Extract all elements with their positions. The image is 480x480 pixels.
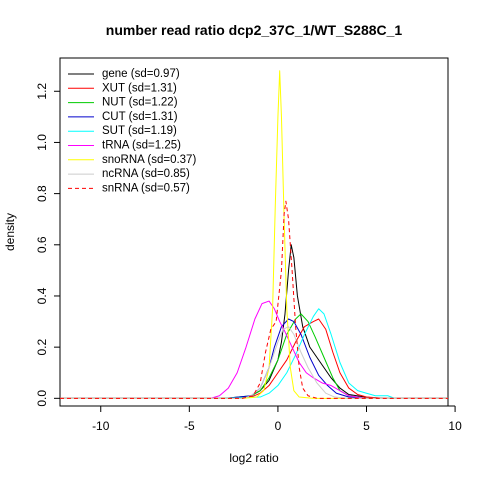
series-line-4 <box>60 308 448 399</box>
x-axis: -10 -5 0 5 10 <box>92 405 462 433</box>
legend-entry: NUT (sd=1.22) <box>102 97 178 109</box>
x-tick-label: 10 <box>448 419 462 433</box>
y-tick-label: 1.0 <box>35 134 49 151</box>
x-axis-label: log2 ratio <box>229 451 279 465</box>
chart-title: number read ratio dcp2_37C_1/WT_S288C_1 <box>106 22 403 38</box>
legend-entry: ncRNA (sd=0.85) <box>102 168 190 180</box>
legend-entry: CUT (sd=1.31) <box>102 111 178 123</box>
y-tick-label: 0.0 <box>35 390 49 407</box>
y-tick-label: 0.6 <box>35 236 49 253</box>
series-line-7 <box>60 326 448 399</box>
y-tick-label: 0.4 <box>35 287 49 304</box>
series-line-6 <box>60 70 448 399</box>
x-tick-label: 5 <box>363 419 370 433</box>
series-line-1 <box>60 318 448 399</box>
legend-entry: SUT (sd=1.19) <box>102 125 177 137</box>
series-line-8 <box>60 200 448 399</box>
legend-entry: tRNA (sd=1.25) <box>102 140 181 152</box>
series-layer <box>60 70 448 399</box>
x-tick-label: -5 <box>184 419 195 433</box>
legend-entry: snoRNA (sd=0.37) <box>102 154 196 166</box>
series-line-2 <box>60 313 448 399</box>
series-line-5 <box>60 300 448 399</box>
y-tick-label: 1.2 <box>35 83 49 100</box>
x-tick-label: -10 <box>92 419 110 433</box>
y-tick-label: 0.8 <box>35 185 49 202</box>
legend-entry: gene (sd=0.97) <box>102 68 180 80</box>
series-line-3 <box>60 318 448 399</box>
y-axis: 0.0 0.2 0.4 0.6 0.8 1.0 1.2 <box>35 83 61 407</box>
legend-entry: XUT (sd=1.31) <box>102 82 177 94</box>
y-tick-label: 0.2 <box>35 338 49 355</box>
x-tick-label: 0 <box>275 419 282 433</box>
legend-entry: snRNA (sd=0.57) <box>102 182 190 194</box>
y-axis-label: density <box>3 213 17 251</box>
legend: gene (sd=0.97) XUT (sd=1.31) NUT (sd=1.22)… <box>68 68 196 194</box>
